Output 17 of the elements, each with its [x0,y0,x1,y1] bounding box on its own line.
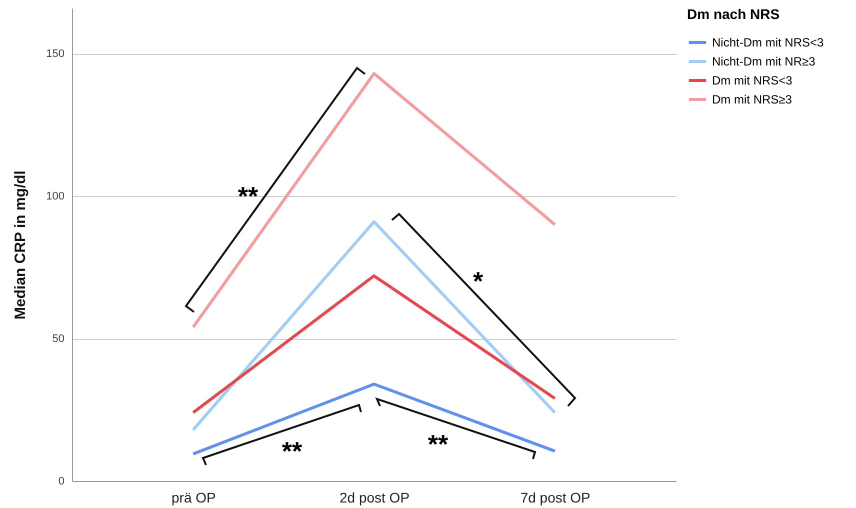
annotation: ** [282,436,303,466]
legend-label: Nicht-Dm mit NR≥3 [712,54,816,68]
annotation: ** [428,429,449,459]
x-tick-label: 7d post OP [520,490,590,506]
legend-label: Nicht-Dm mit NRS<3 [712,36,824,50]
annotation: * [472,266,484,296]
annotation: ** [238,181,259,211]
y-axis-title: Median CRP in mg/dl [12,170,30,320]
legend-label: Dm mit NRS≥3 [712,92,792,106]
y-tick-label: 0 [58,476,64,488]
x-tick-label: 2d post OP [339,490,410,506]
x-tick-label: prä OP [171,490,216,506]
legend-label: Dm mit NRS<3 [712,74,793,88]
y-tick-label: 150 [46,48,64,60]
legend-title: Dm nach NRS [687,6,780,22]
y-tick-label: 100 [46,190,64,203]
y-tick-label: 50 [52,333,64,346]
